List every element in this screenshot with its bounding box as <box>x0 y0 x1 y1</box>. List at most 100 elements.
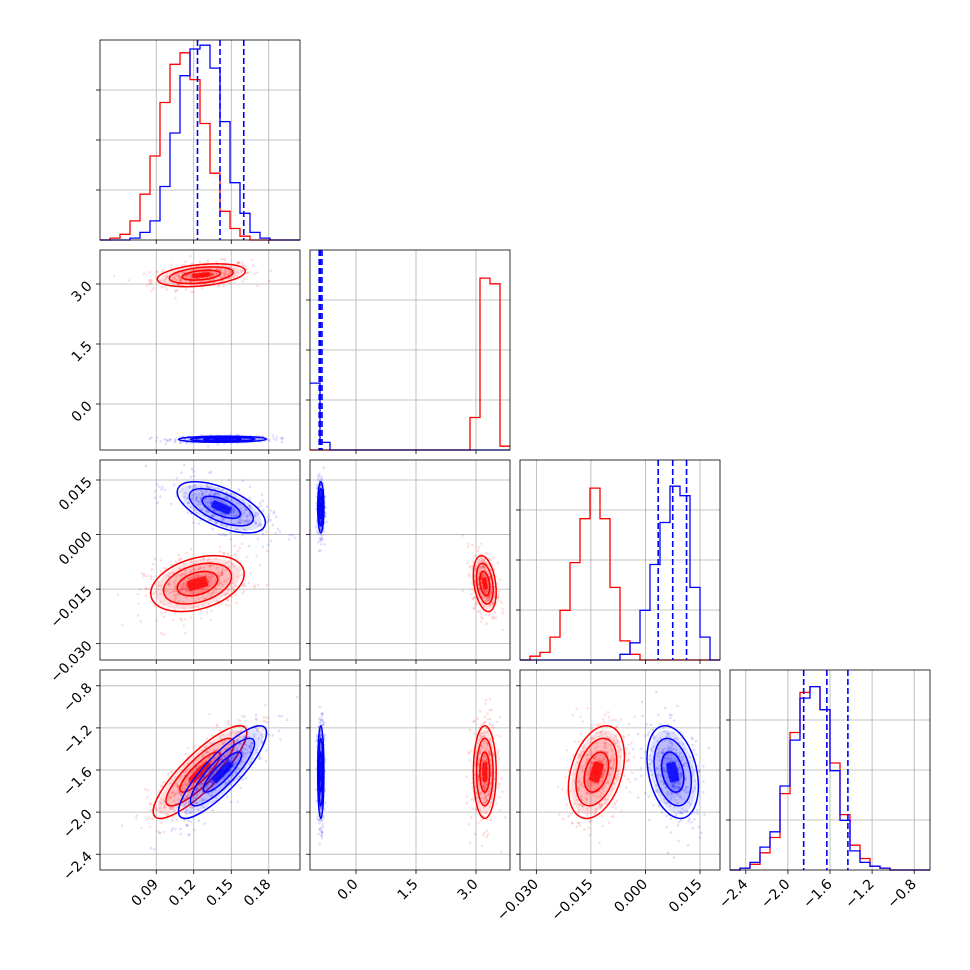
sample-point <box>587 784 590 787</box>
sample-point <box>488 754 491 758</box>
sample-point <box>242 734 246 738</box>
sample-point <box>181 263 184 267</box>
sample-point <box>484 801 488 805</box>
sample-point <box>182 624 185 627</box>
sample-point <box>227 592 230 595</box>
sample-point <box>220 571 224 575</box>
sample-point <box>232 588 236 591</box>
sample-point <box>265 748 268 752</box>
sample-point <box>563 776 567 779</box>
sample-point <box>489 786 492 789</box>
sample-point <box>232 508 235 511</box>
sample-point <box>184 803 187 806</box>
density-contour <box>479 570 491 597</box>
sample-point <box>663 767 667 770</box>
sample-point <box>683 810 686 813</box>
sample-point <box>184 631 187 635</box>
sample-point <box>179 441 183 445</box>
density-contour <box>646 725 700 820</box>
sample-point <box>242 725 245 728</box>
sample-point <box>190 262 194 266</box>
sample-point <box>189 280 193 283</box>
sample-point <box>597 735 600 738</box>
sample-point <box>677 785 681 789</box>
sample-point <box>580 752 583 756</box>
sample-point <box>205 509 208 512</box>
sample-point <box>220 572 224 576</box>
sample-point <box>234 584 238 588</box>
sample-point <box>174 781 178 785</box>
sample-point <box>585 753 589 756</box>
sample-point <box>560 788 564 791</box>
sample-point <box>236 738 239 742</box>
sample-point <box>683 764 686 767</box>
sample-point <box>204 588 208 591</box>
sample-point <box>618 772 622 776</box>
sample-point <box>670 743 674 747</box>
sample-point <box>240 728 243 731</box>
sample-point <box>261 545 265 548</box>
sample-point <box>226 773 229 777</box>
sample-point <box>201 493 204 497</box>
sample-point <box>480 844 484 848</box>
sample-point <box>484 811 488 814</box>
y-tick-label: 0.0 <box>69 398 96 425</box>
sample-point <box>206 585 209 589</box>
sample-point <box>264 716 268 719</box>
sample-point <box>577 821 581 825</box>
sample-point <box>678 755 681 759</box>
sample-point <box>320 718 324 721</box>
sample-point <box>670 713 673 717</box>
sample-point <box>578 824 582 827</box>
sample-point <box>577 753 581 756</box>
sample-point <box>162 799 166 802</box>
sample-point <box>707 746 711 750</box>
sample-point <box>148 825 152 829</box>
sample-point <box>254 511 257 515</box>
density-contour <box>660 751 685 793</box>
sample-point <box>671 759 675 763</box>
sample-point <box>472 606 476 610</box>
sample-point <box>195 498 198 502</box>
sample-point <box>233 272 237 275</box>
sample-point <box>205 782 209 786</box>
sample-point <box>226 758 229 762</box>
sample-point <box>200 267 203 271</box>
histogram-step <box>100 44 300 241</box>
sample-point <box>315 788 318 791</box>
sample-point <box>216 492 220 495</box>
sample-point <box>150 568 154 571</box>
sample-point <box>165 288 169 291</box>
sample-point <box>197 597 200 601</box>
sample-point <box>197 500 201 504</box>
sample-point <box>172 790 176 794</box>
sample-point <box>218 582 221 585</box>
sample-point <box>480 767 483 771</box>
sample-point <box>647 818 651 822</box>
sample-point <box>195 574 199 577</box>
sample-point <box>261 499 265 502</box>
sample-point <box>698 769 701 772</box>
sample-point <box>211 273 214 276</box>
sample-point <box>684 761 688 765</box>
sample-point <box>265 549 269 553</box>
sample-point <box>212 772 215 776</box>
sample-point <box>224 579 227 583</box>
sample-point <box>647 795 651 798</box>
sample-point <box>679 730 683 734</box>
sample-point <box>238 731 241 734</box>
sample-point <box>481 574 484 578</box>
sample-point <box>318 539 322 543</box>
sample-point <box>481 617 484 620</box>
sample-point <box>603 769 606 772</box>
sample-point <box>588 833 591 837</box>
sample-point <box>162 633 165 636</box>
panel-axes <box>306 459 511 664</box>
sample-point <box>288 533 292 537</box>
sample-point <box>590 724 593 727</box>
sample-point <box>156 830 160 833</box>
sample-point <box>479 566 482 570</box>
sample-point <box>185 551 189 555</box>
sample-point <box>259 757 262 761</box>
sample-point <box>170 770 173 773</box>
